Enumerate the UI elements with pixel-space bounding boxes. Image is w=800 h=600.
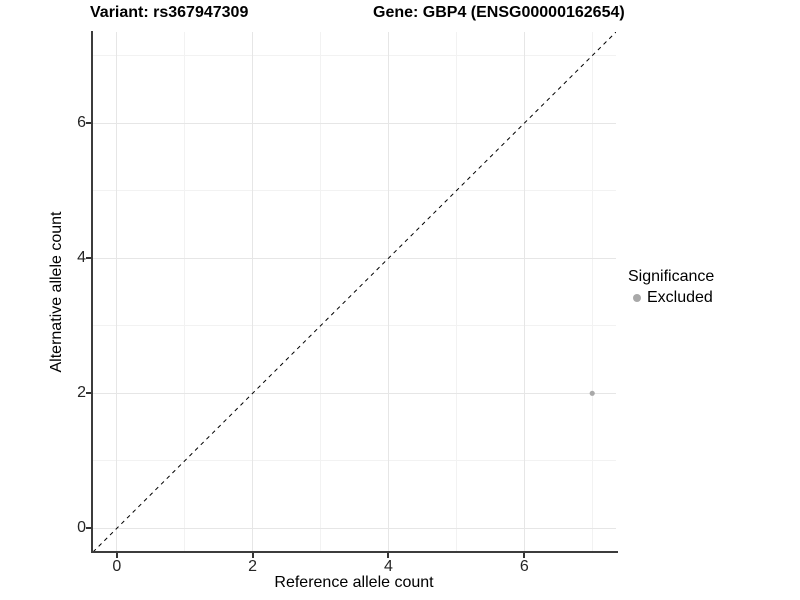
x-tick-label: 2 <box>248 558 258 575</box>
data-point <box>589 390 595 396</box>
y-axis-line <box>91 31 93 553</box>
legend-items: Excluded <box>628 289 714 307</box>
grid-minor-h <box>93 460 616 462</box>
legend: Significance Excluded <box>628 268 714 307</box>
legend-item-label: Excluded <box>647 289 713 306</box>
x-tick-mark <box>251 553 254 558</box>
identity-reference-line <box>93 32 616 552</box>
y-axis-title: Alternative allele count <box>48 211 65 373</box>
y-tick-label: 2 <box>77 384 86 402</box>
legend-title: Significance <box>628 268 715 285</box>
grid-major-v <box>387 32 389 552</box>
y-tick-mark <box>86 392 91 395</box>
grid-major-v <box>116 32 118 552</box>
x-tick-mark <box>387 553 390 558</box>
y-tick-mark <box>86 527 91 530</box>
grid-major-h <box>93 257 616 259</box>
y-tick-mark <box>86 122 91 125</box>
data-points-layer <box>589 390 595 396</box>
plot-canvas <box>93 32 616 552</box>
y-tick-label: 4 <box>77 249 86 267</box>
plot-panel <box>93 32 616 552</box>
x-tick-mark <box>523 553 526 558</box>
y-tick-mark <box>86 257 91 260</box>
grid-major-v <box>252 32 254 552</box>
grid-minor-v <box>184 32 186 552</box>
x-tick-label: 0 <box>112 558 122 575</box>
x-axis-line <box>91 551 618 553</box>
plot-title-gene: Gene: GBP4 (ENSG00000162654) <box>373 4 625 21</box>
grid-minor-h <box>93 55 616 57</box>
plot-title-variant: Variant: rs367947309 <box>90 4 249 21</box>
grid-minor-v <box>591 32 593 552</box>
y-tick-label: 6 <box>77 114 86 132</box>
grid-major-h <box>93 392 616 394</box>
x-axis-title: Reference allele count <box>274 574 434 591</box>
y-tick-label: 0 <box>77 519 86 537</box>
grid-major-h <box>93 527 616 529</box>
x-tick-mark <box>115 553 118 558</box>
x-tick-label: 6 <box>519 558 529 575</box>
grid-minor-h <box>93 325 616 327</box>
grid-major-h <box>93 122 616 124</box>
grid-major-v <box>523 32 525 552</box>
grid-minor-h <box>93 190 616 192</box>
grid-minor-v <box>320 32 322 552</box>
legend-key-dot <box>633 294 641 302</box>
x-tick-label: 4 <box>384 558 393 575</box>
grid-minor-v <box>455 32 457 552</box>
legend-item: Excluded <box>628 289 714 307</box>
